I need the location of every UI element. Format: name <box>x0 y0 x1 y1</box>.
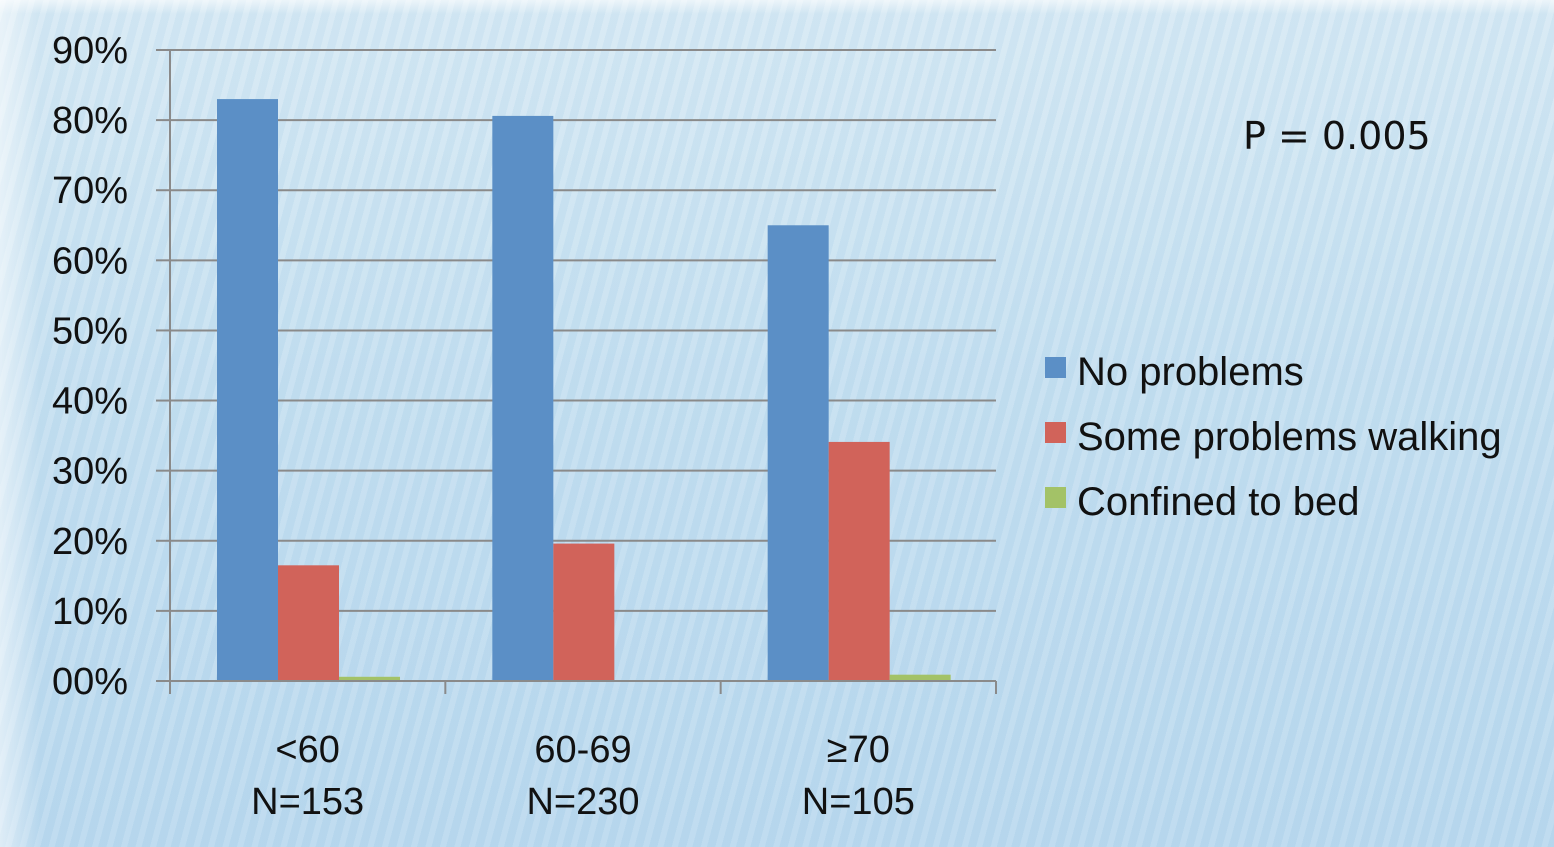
p-value-annotation: P = 0.005 <box>1243 114 1431 158</box>
legend-label: Confined to bed <box>1077 480 1359 524</box>
y-tick-label: 80% <box>52 100 128 142</box>
bar-no-problems <box>217 99 278 682</box>
x-category-label: N=230 <box>526 781 639 823</box>
y-tick-label: 60% <box>52 240 128 282</box>
x-category-label: ≥70 <box>827 729 890 771</box>
x-category-label: N=105 <box>802 781 915 823</box>
legend-swatch <box>1045 422 1066 443</box>
legend-label: Some problems walking <box>1077 415 1502 459</box>
bar-no-problems <box>492 115 554 682</box>
legend-label: No problems <box>1077 350 1304 394</box>
y-tick-label: 10% <box>52 591 128 633</box>
x-category-label: <60 <box>275 729 339 771</box>
y-tick-label: 50% <box>52 310 128 352</box>
legend-swatch <box>1045 357 1066 378</box>
bar-confined-to-bed <box>889 674 951 681</box>
x-category-label: N=153 <box>251 781 364 823</box>
legend-swatch <box>1045 487 1066 508</box>
y-tick-label: 70% <box>52 170 128 212</box>
bar-some-problems-walking <box>553 543 615 681</box>
bar-some-problems-walking <box>828 441 890 681</box>
x-category-label: 60-69 <box>534 729 631 771</box>
bar-confined-to-bed <box>339 676 400 681</box>
y-tick-label: 40% <box>52 381 128 423</box>
y-tick-label: 90% <box>52 30 128 72</box>
y-tick-label: 00% <box>52 661 128 703</box>
bar-no-problems <box>767 225 829 681</box>
y-tick-label: 20% <box>52 521 128 563</box>
y-tick-label: 30% <box>52 451 128 493</box>
bar-some-problems-walking <box>278 565 339 681</box>
